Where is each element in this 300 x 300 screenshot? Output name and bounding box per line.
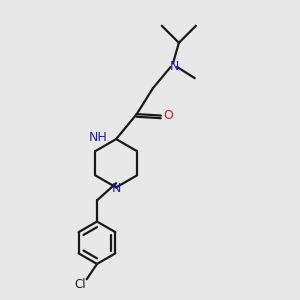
Text: O: O [163,109,173,122]
Text: Cl: Cl [74,278,86,291]
Text: N: N [112,182,121,195]
Text: N: N [169,60,179,73]
Text: NH: NH [89,131,108,144]
